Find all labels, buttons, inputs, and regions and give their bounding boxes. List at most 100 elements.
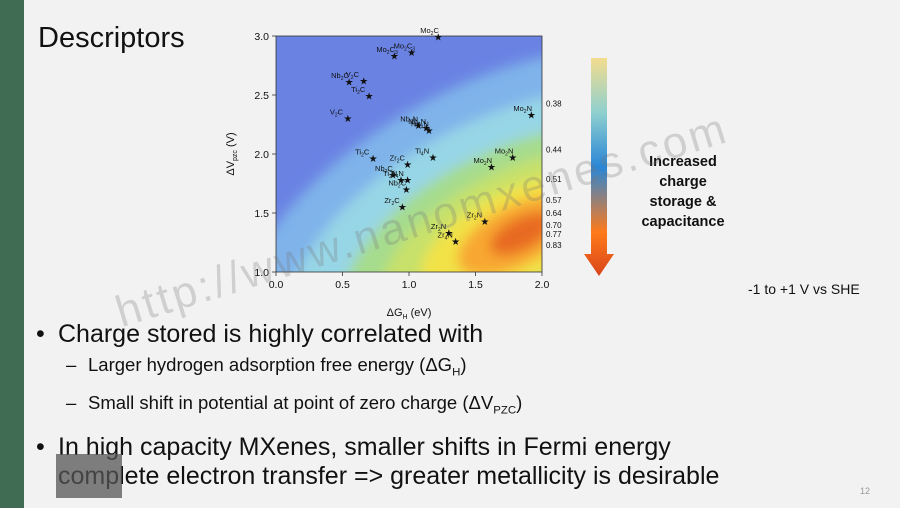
gradient-arrow: [584, 58, 614, 278]
x-tick-label: 1.5: [468, 279, 483, 291]
y-tick-label: 2.0: [254, 149, 269, 161]
data-point: ★Nb2C: [375, 164, 398, 182]
contour-scatter-chart: 0.0 0.5 1.0 1.5 2.0 1.0 1.5 2.0 2.5 3.0 ★ Mo2C ★ Mo2…: [216, 26, 576, 328]
contour-value-label: 0.77: [546, 230, 562, 239]
data-point: ★Zr4N: [438, 230, 461, 248]
point-label: Ti2N: [383, 169, 397, 180]
point-label: Mo2C3: [394, 42, 416, 53]
point-label: Zr2C: [384, 196, 400, 207]
sub-bullet-subscript: PZC: [493, 404, 517, 417]
bullet-fermi-energy: In high capacity MXenes, smaller shifts …: [36, 433, 719, 491]
y-axis-label: ΔVpzc (V): [225, 132, 239, 175]
star-marker: ★: [403, 160, 412, 171]
star-marker: ★: [508, 153, 517, 164]
y-tick-label: 3.0: [254, 31, 269, 43]
corner-logo-image: [56, 454, 122, 498]
sub-bullet-text: Small shift in potential at point of zer…: [88, 391, 494, 413]
contour-labels: 0.38 0.44 0.51 0.57 0.64 0.700.77 0.83: [546, 99, 562, 250]
point-label: Zr2N: [467, 210, 482, 221]
point-label: Mo2N: [495, 147, 514, 158]
point-label: Zr4N: [438, 230, 453, 241]
data-point: ★Mo2N: [473, 156, 496, 174]
point-label: Nb4N: [408, 117, 426, 128]
star-marker: ★: [390, 52, 399, 63]
sub-bullet-adsorption: Larger hydrogen adsorption free energy (…: [36, 350, 719, 388]
data-point: ★Nb2C: [388, 178, 411, 196]
star-marker: ★: [434, 33, 443, 44]
sub-bullet-end: ): [516, 391, 523, 413]
data-point: ★Mo2C3: [394, 42, 417, 60]
star-marker: ★: [397, 175, 406, 186]
point-label: Ti4N: [390, 169, 404, 180]
point-label: Zr2N: [431, 222, 446, 233]
star-marker: ★: [414, 121, 423, 132]
data-point: ★Zr2N: [431, 222, 454, 240]
contour-value-label: 0.38: [546, 99, 562, 108]
point-label: Mo2N: [513, 104, 532, 115]
bullet-charge-correlation: Charge stored is highly correlated with: [36, 318, 719, 350]
left-accent-bar: [0, 0, 24, 508]
data-point: ★Zr2N: [467, 210, 490, 228]
point-label: Nb2C: [388, 178, 406, 189]
data-point: ★Zr2C: [390, 154, 413, 172]
star-marker: ★: [422, 124, 431, 135]
star-marker: ★: [359, 76, 368, 87]
slide-title: Descriptors: [38, 22, 185, 54]
y-tick-label: 1.0: [254, 267, 269, 279]
point-label: Ti4N: [415, 147, 429, 158]
contour-value-label: 0.83: [546, 241, 562, 250]
data-point: ★Zr2C: [384, 196, 407, 214]
point-label: Zr2C: [390, 154, 406, 165]
y-tick-label: 2.5: [254, 90, 269, 102]
data-point: ★Nb2N: [400, 115, 423, 132]
contour-value-label: 0.51: [546, 175, 562, 184]
star-marker: ★: [345, 78, 354, 89]
contour-value-label: 0.70: [546, 221, 562, 230]
data-point: ★Mo2N: [513, 104, 536, 122]
data-point: ★Mo2N: [495, 147, 518, 164]
data-point: ★Mo2C3: [376, 45, 399, 63]
data-point: ★Ti4N: [415, 147, 438, 164]
star-marker: ★: [369, 154, 378, 165]
x-tick-label: 2.0: [535, 279, 550, 291]
x-tick-label: 0.0: [269, 279, 284, 291]
bullet-text: In high capacity MXenes, smaller shifts …: [58, 433, 671, 462]
point-label: Nb4N: [411, 119, 429, 130]
star-marker: ★: [428, 153, 437, 164]
point-label: Nb2C: [375, 164, 393, 175]
star-marker: ★: [451, 237, 460, 248]
point-label: Ti2C: [355, 148, 370, 159]
point-label: V2C: [346, 70, 360, 81]
point-label: Ti2C: [351, 85, 366, 96]
y-tick-label: 1.5: [254, 208, 269, 220]
chart-svg: 0.0 0.5 1.0 1.5 2.01.01.52.02.53.0 ★Mo2C★Mo2…: [225, 26, 562, 321]
x-tick-label: 1.0: [402, 279, 417, 291]
point-label: V2C: [330, 108, 344, 119]
sub-bullet-text: Larger hydrogen adsorption free energy (…: [88, 354, 453, 375]
star-marker: ★: [365, 92, 374, 103]
potential-range-note: -1 to +1 V vs SHE: [748, 281, 860, 297]
data-point: ★V2C: [330, 108, 353, 126]
arrow-label-line: capacitance: [641, 214, 725, 230]
bullet-text: Charge stored is highly correlated with: [58, 320, 484, 348]
sub-bullet-end: ): [460, 354, 467, 375]
page-number: 12: [859, 486, 870, 496]
star-marker: ★: [402, 185, 411, 196]
data-points: ★Mo2C★Mo2C3★Mo2C3★Nb2C★V2C★Ti2C★V2C★Nb2N…: [330, 26, 536, 248]
star-marker: ★: [487, 162, 496, 173]
data-point: ★Nb4N: [411, 119, 434, 136]
star-marker: ★: [424, 126, 433, 137]
sub-bullet-subscript: H: [452, 366, 461, 379]
data-point: ★Nb4N: [408, 117, 431, 135]
star-marker: ★: [444, 229, 453, 240]
star-marker: ★: [480, 217, 489, 228]
point-label: Nb2N: [400, 115, 418, 126]
star-marker: ★: [389, 171, 398, 182]
data-point: ★Ti2C: [355, 148, 378, 166]
contour-background: [276, 36, 542, 272]
point-label: Mo2C: [420, 28, 439, 37]
data-point: ★Mo2C: [420, 26, 443, 44]
arrow-label-line: charge: [659, 174, 707, 190]
bullet-list: Charge stored is highly correlated with …: [36, 318, 719, 491]
sub-bullet-pzc-shift: Small shift in potential at point of zer…: [36, 388, 719, 426]
